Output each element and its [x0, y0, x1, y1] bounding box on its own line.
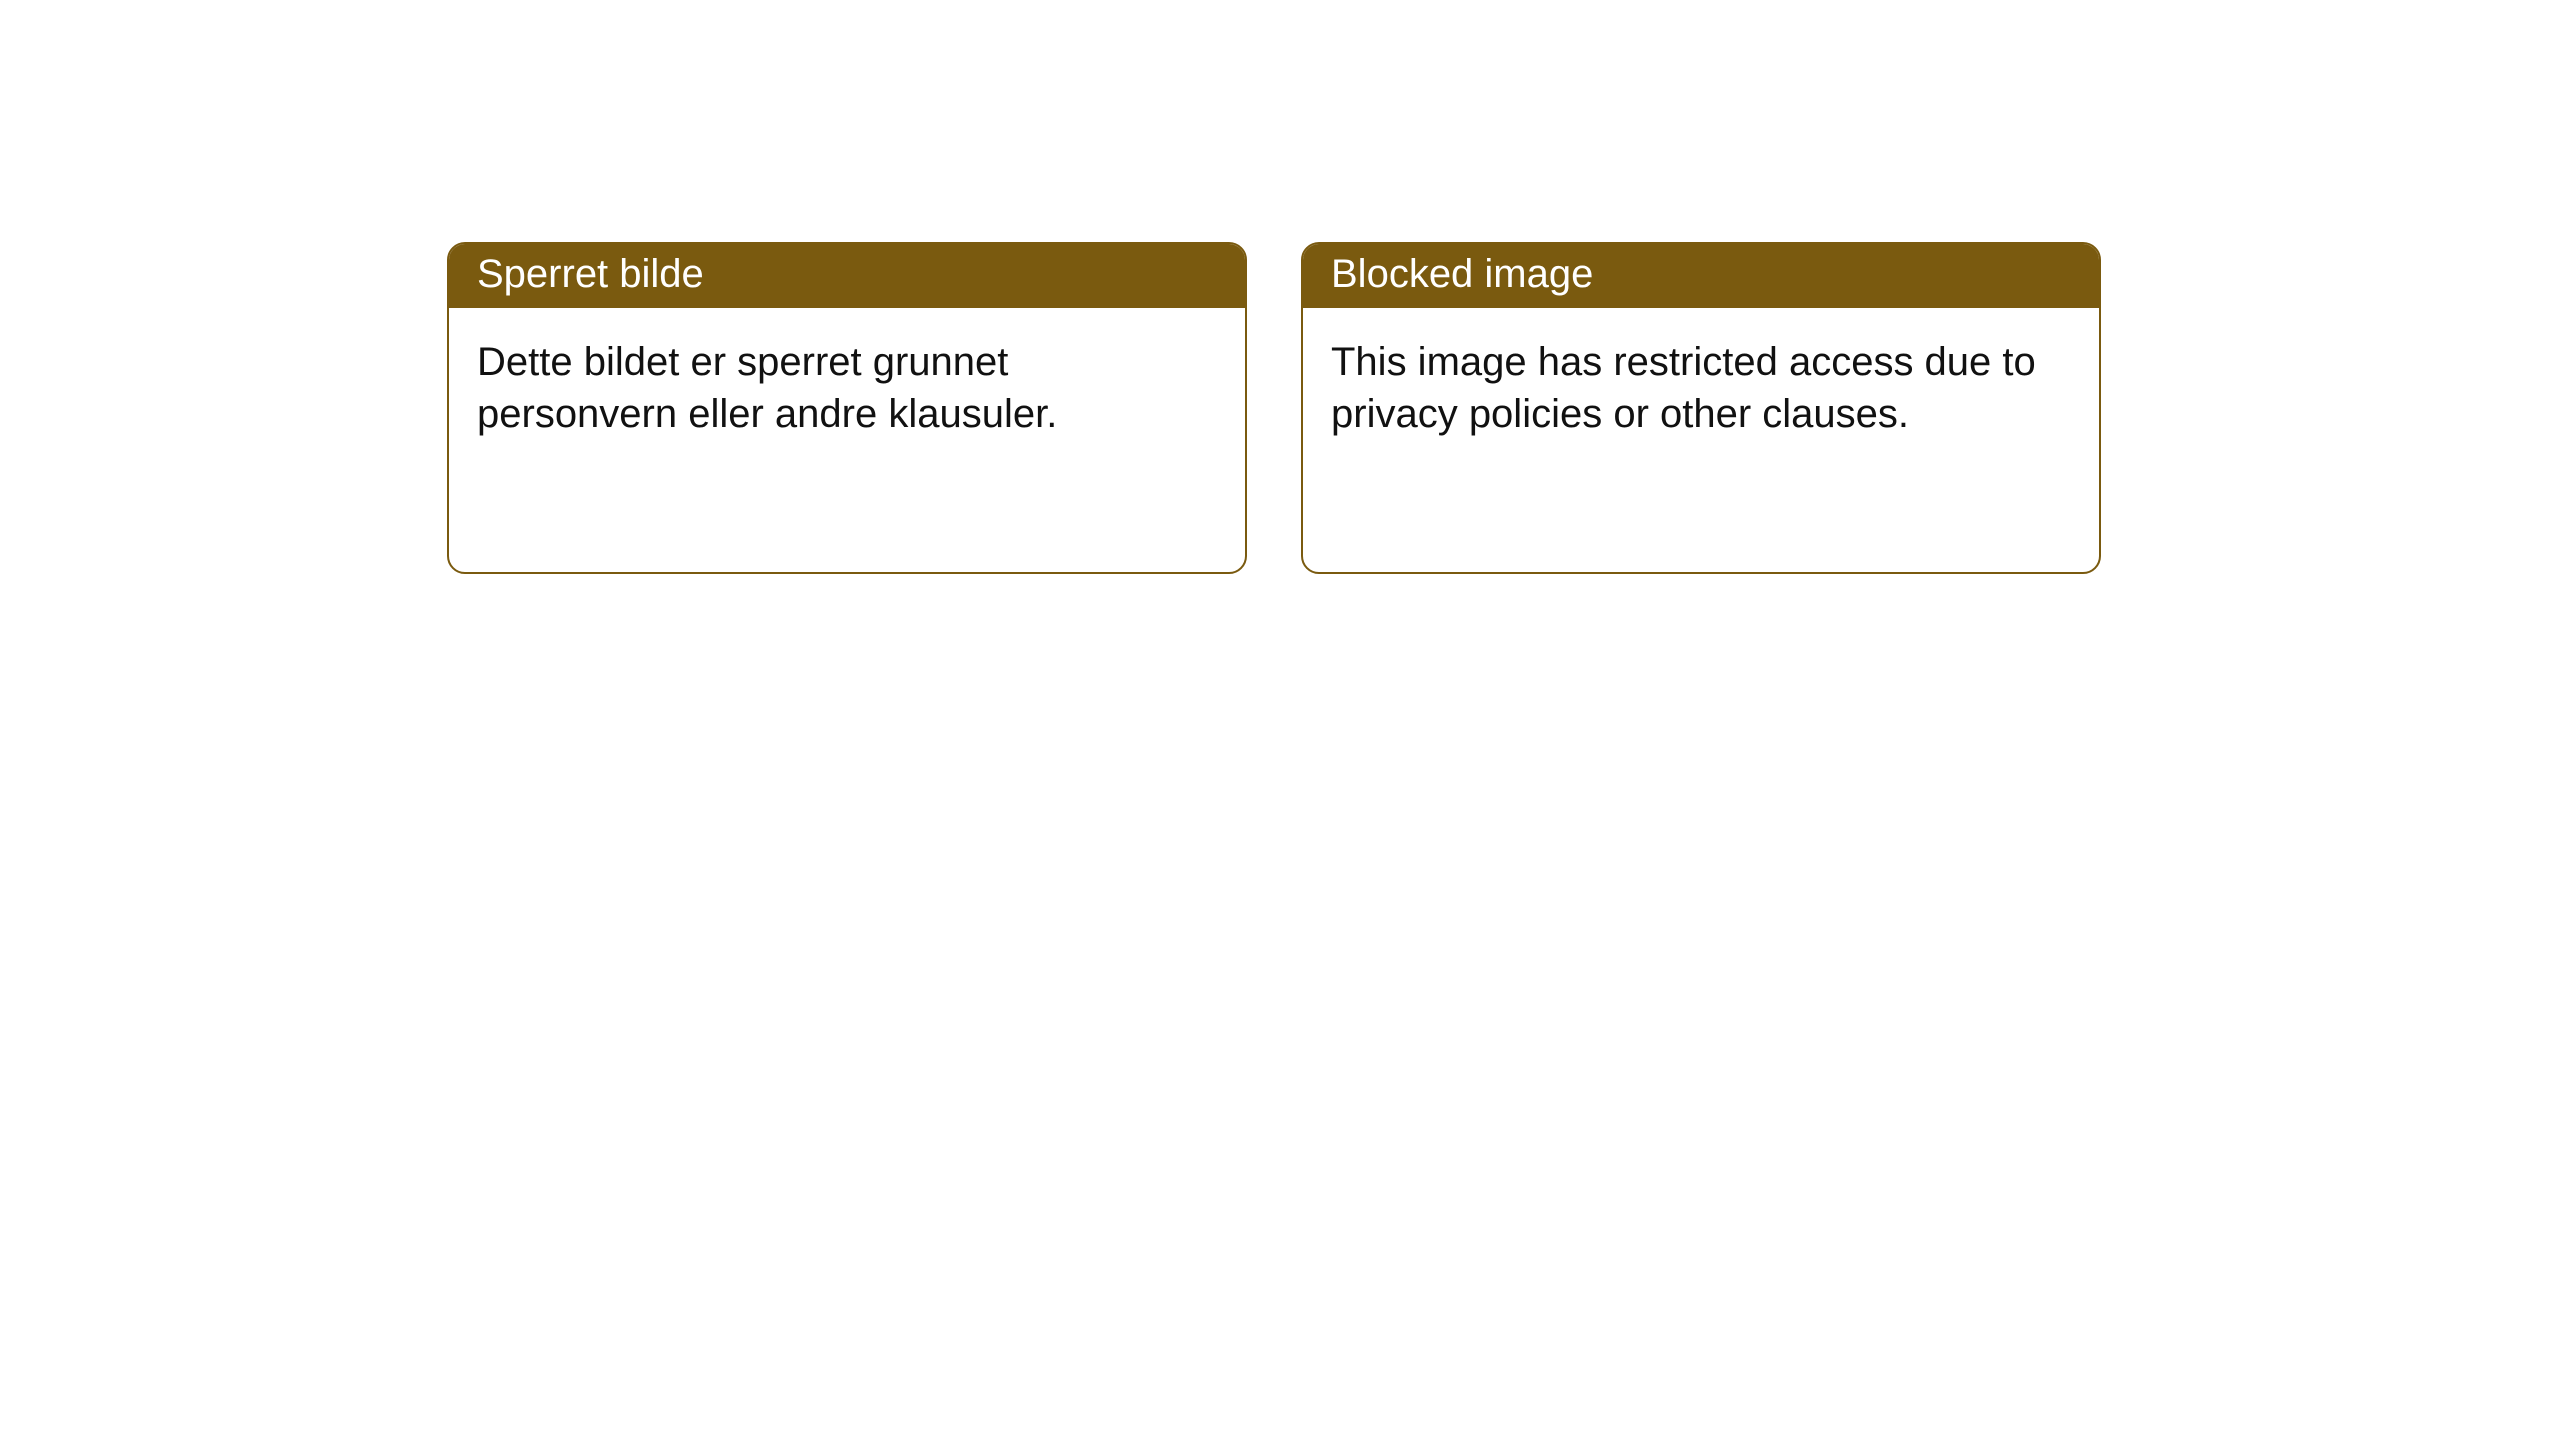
notice-card-title: Sperret bilde: [449, 244, 1245, 308]
notice-card-title: Blocked image: [1303, 244, 2099, 308]
notice-card-body: Dette bildet er sperret grunnet personve…: [449, 308, 1245, 468]
notice-container: Sperret bilde Dette bildet er sperret gr…: [447, 242, 2101, 574]
notice-card-english: Blocked image This image has restricted …: [1301, 242, 2101, 574]
notice-card-norwegian: Sperret bilde Dette bildet er sperret gr…: [447, 242, 1247, 574]
notice-card-body: This image has restricted access due to …: [1303, 308, 2099, 468]
